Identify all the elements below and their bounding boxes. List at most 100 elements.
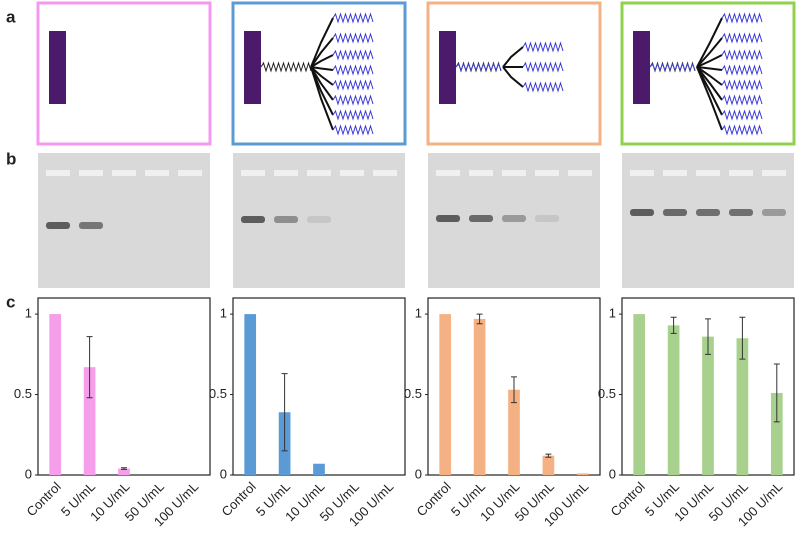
- bar: [667, 325, 680, 475]
- linker: [310, 17, 334, 68]
- gel-band: [46, 222, 70, 229]
- bar: [702, 336, 714, 475]
- panel-label: b: [6, 149, 16, 168]
- gel-well: [274, 170, 298, 176]
- dna-strand: [455, 62, 502, 72]
- gel-well: [112, 170, 136, 176]
- bar: [633, 314, 646, 475]
- schematic-frame: [426, 1, 602, 146]
- gel-well: [241, 170, 265, 176]
- panel-label: a: [6, 7, 16, 26]
- error-bar: [545, 453, 552, 458]
- x-tick-label: Control: [219, 479, 259, 519]
- error-bar: [86, 336, 93, 399]
- y-tick-label: 0.5: [598, 386, 616, 401]
- gel-well: [79, 170, 103, 176]
- linker: [502, 66, 524, 88]
- gel-well: [340, 170, 364, 176]
- gel-band: [762, 209, 786, 216]
- y-tick-label: 0.5: [209, 386, 227, 401]
- gel-well: [178, 170, 202, 176]
- gel-well: [145, 170, 169, 176]
- plot-frame: [232, 297, 406, 476]
- dna-strand: [522, 41, 564, 53]
- gel-well: [46, 170, 70, 176]
- gel-well: [568, 170, 592, 176]
- gel-well: [663, 170, 687, 176]
- dna-strand: [332, 49, 374, 61]
- y-tick-label: 1: [415, 306, 422, 321]
- linker: [696, 54, 723, 68]
- gel-band: [469, 215, 493, 222]
- gel-well: [469, 170, 493, 176]
- bar: [473, 318, 486, 475]
- x-tick-label: Control: [608, 479, 648, 519]
- error-bar: [476, 313, 483, 325]
- bar: [508, 389, 520, 475]
- surface: [49, 31, 66, 104]
- x-tick-label: Control: [24, 479, 64, 519]
- gel-well: [436, 170, 460, 176]
- gel-band: [436, 215, 460, 222]
- schematics: [36, 1, 796, 288]
- y-tick-label: 1: [609, 306, 616, 321]
- schematic-frame: [231, 1, 407, 146]
- dna-strand: [721, 64, 763, 76]
- dna-strand: [332, 79, 374, 91]
- gel-band: [535, 215, 559, 222]
- gel-well: [502, 170, 526, 176]
- y-tick-label: 0.5: [14, 386, 32, 401]
- dna-strand: [721, 109, 763, 121]
- y-tick-label: 0: [415, 466, 422, 481]
- surface: [633, 31, 650, 104]
- gel-band: [274, 216, 298, 223]
- dna-strand: [332, 32, 374, 44]
- linker: [310, 66, 334, 131]
- plot-frame: [37, 297, 211, 476]
- bar: [83, 367, 96, 475]
- y-tick-label: 1: [220, 306, 227, 321]
- dna-strand: [332, 109, 374, 121]
- gel-band: [502, 215, 526, 222]
- schematic-frame: [36, 1, 212, 146]
- y-tick-label: 0: [220, 466, 227, 481]
- linker: [502, 46, 524, 68]
- gel-well: [630, 170, 654, 176]
- bar: [439, 314, 452, 475]
- gel-well: [307, 170, 331, 176]
- dna-strand: [721, 12, 763, 24]
- error-bar: [739, 316, 746, 360]
- linker: [696, 66, 723, 86]
- dna-strand: [332, 94, 374, 106]
- error-bar: [281, 373, 288, 452]
- surface: [244, 31, 261, 104]
- error-bar: [670, 316, 677, 334]
- dna-strand: [721, 79, 763, 91]
- linker: [310, 37, 334, 68]
- y-tick-label: 0: [609, 466, 616, 481]
- gel-well: [535, 170, 559, 176]
- bar: [244, 314, 257, 475]
- dna-strand: [721, 32, 763, 44]
- linker: [696, 66, 723, 131]
- bar: [736, 338, 749, 475]
- gel-well: [729, 170, 753, 176]
- linker: [310, 66, 334, 71]
- gel-well: [762, 170, 786, 176]
- bar: [542, 455, 555, 475]
- dna-strand: [332, 64, 374, 76]
- y-tick-label: 0: [25, 466, 32, 481]
- linker: [696, 66, 723, 101]
- linker: [310, 66, 334, 86]
- linker: [696, 17, 723, 68]
- error-bar: [705, 318, 711, 355]
- linker: [696, 66, 723, 71]
- y-tick-label: 1: [25, 306, 32, 321]
- gel-band: [696, 209, 720, 216]
- panel-label: c: [6, 292, 15, 311]
- y-tick-label: 0.5: [404, 386, 422, 401]
- gel-band: [79, 222, 103, 229]
- dna-strand: [721, 124, 763, 136]
- gel-band: [663, 209, 687, 216]
- linker: [696, 37, 723, 68]
